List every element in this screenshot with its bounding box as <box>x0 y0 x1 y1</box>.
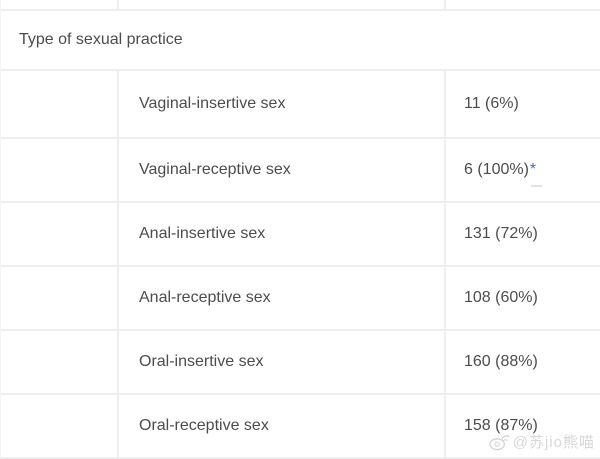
table-row: Vaginal-insertive sex 11 (6%) <box>1 71 600 139</box>
value-text: 11 (6%) <box>464 95 519 112</box>
value-cell: 108 (60%) <box>446 267 600 329</box>
row-spacer-cell <box>1 139 119 201</box>
practice-label: Vaginal-receptive sex <box>139 161 291 178</box>
row-spacer-cell <box>1 71 119 137</box>
practice-label: Anal-receptive sex <box>139 289 271 306</box>
practice-label: Vaginal-insertive sex <box>139 95 286 112</box>
practice-label-cell: Vaginal-insertive sex <box>119 71 446 137</box>
value-text: 108 (60%) <box>464 289 538 306</box>
practice-label: Oral-insertive sex <box>139 353 264 370</box>
row-spacer-cell <box>1 395 119 457</box>
practice-label-cell: Anal-receptive sex <box>119 267 446 329</box>
value-cell <box>446 0 600 9</box>
value-cell: 158 (87%) <box>446 395 600 457</box>
row-spacer-cell <box>1 331 119 393</box>
practice-label: Oral-receptive sex <box>139 417 269 434</box>
table-row: Anal-receptive sex 108 (60%) <box>1 267 600 331</box>
footnote-asterisk[interactable]: * <box>529 161 543 187</box>
row-spacer-cell <box>1 203 119 265</box>
practice-label: Anal-insertive sex <box>139 225 266 242</box>
value-cell: 160 (88%) <box>446 331 600 393</box>
table-row: Oral-receptive sex 158 (87%) <box>1 395 600 459</box>
row-spacer-cell <box>1 0 119 9</box>
practice-label-cell: Oral-insertive sex <box>119 331 446 393</box>
value-text: 160 (88%) <box>464 353 538 370</box>
practice-label-cell: Vaginal-receptive sex <box>119 139 446 201</box>
value-text: 131 (72%) <box>464 225 538 242</box>
value-cell: 6 (100%) * <box>446 139 600 201</box>
table-row: Anal-insertive sex 131 (72%) <box>1 203 600 267</box>
practice-label-cell <box>119 0 446 9</box>
table-row: Vaginal-receptive sex 6 (100%) * <box>1 139 600 203</box>
practice-label-cell: Anal-insertive sex <box>119 203 446 265</box>
practice-label-cell: Oral-receptive sex <box>119 395 446 457</box>
section-header: Type of sexual practice <box>19 31 183 48</box>
table-row: Oral-insertive sex 160 (88%) <box>1 331 600 395</box>
table-section-row: Type of sexual practice <box>1 11 600 71</box>
table-row-partial <box>1 0 600 11</box>
row-spacer-cell <box>1 267 119 329</box>
value-cell: 131 (72%) <box>446 203 600 265</box>
value-text: 158 (87%) <box>464 417 538 434</box>
value-cell: 11 (6%) <box>446 71 600 137</box>
value-text: 6 (100%) <box>464 161 529 178</box>
